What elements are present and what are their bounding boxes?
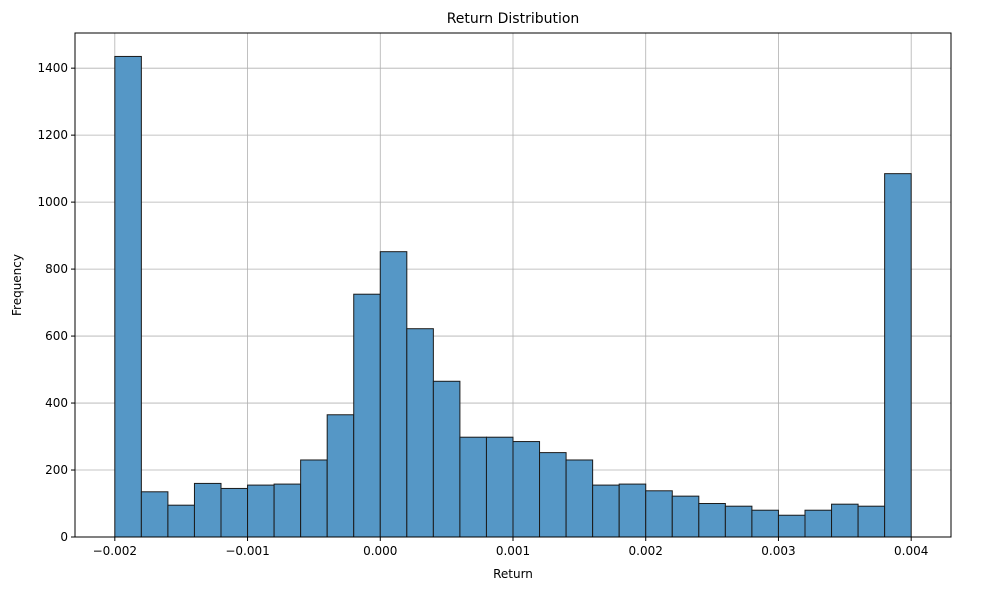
y-tick-label-3: 600	[45, 329, 68, 343]
histogram-bar-4	[220, 487, 249, 538]
y-tick-label-7: 1400	[37, 61, 68, 75]
histogram-bar-17	[565, 459, 594, 538]
histogram-bar-6	[273, 483, 302, 538]
histogram-bar-10	[379, 251, 408, 538]
histogram-bar-8	[326, 414, 355, 538]
histogram-bar-22	[698, 503, 726, 538]
chart-title: Return Distribution	[447, 11, 580, 27]
y-tick-label-6: 1200	[37, 128, 68, 142]
histogram-bar-12	[432, 380, 461, 538]
histogram-bar-0	[114, 55, 142, 538]
x-tick-label-4: 0.002	[629, 544, 663, 558]
histogram-bar-16	[539, 452, 567, 538]
histogram-bar-7	[300, 459, 328, 538]
y-tick-label-5: 1000	[37, 195, 68, 209]
y-axis-ticks: 0 200 400 600 800 1000 1200 1400	[37, 61, 75, 544]
x-tick-label-5: 0.003	[761, 544, 795, 558]
x-tick-label-2: 0.000	[363, 544, 397, 558]
histogram-bar-14	[485, 436, 514, 538]
x-axis-label: Return	[493, 567, 533, 581]
histogram-bar-19	[618, 483, 647, 538]
histogram-bar-18	[592, 484, 620, 538]
x-tick-label-0: −0.002	[93, 544, 137, 558]
histogram-bar-13	[459, 436, 487, 538]
x-tick-label-1: −0.001	[225, 544, 269, 558]
x-axis-ticks: −0.002 −0.001 0.000 0.001 0.002 0.003 0.004	[93, 537, 928, 558]
y-tick-label-0: 0	[60, 530, 68, 544]
histogram-bar-27	[831, 503, 859, 538]
histogram-bar-24	[751, 509, 779, 538]
histogram-bar-26	[804, 509, 833, 538]
y-tick-label-1: 200	[45, 463, 68, 477]
histogram-bar-20	[645, 490, 673, 538]
histogram-bar-29	[884, 173, 912, 538]
y-axis-label: Frequency	[10, 254, 24, 316]
grid	[75, 33, 951, 538]
histogram-bar-15	[512, 441, 541, 538]
bars	[114, 55, 912, 538]
histogram-bar-25	[777, 514, 806, 538]
x-tick-label-3: 0.001	[496, 544, 530, 558]
y-tick-label-4: 800	[45, 262, 68, 276]
histogram-bar-28	[857, 505, 886, 538]
histogram-bar-2	[167, 504, 195, 538]
x-tick-label-6: 0.004	[894, 544, 928, 558]
histogram-bar-1	[140, 491, 169, 538]
y-tick-label-2: 400	[45, 396, 68, 410]
histogram-bar-3	[193, 482, 222, 538]
histogram-bar-11	[406, 328, 434, 538]
histogram-bar-23	[724, 505, 753, 538]
histogram-bar-5	[247, 484, 275, 538]
histogram-bar-21	[671, 495, 700, 538]
histogram-bar-9	[353, 293, 381, 538]
